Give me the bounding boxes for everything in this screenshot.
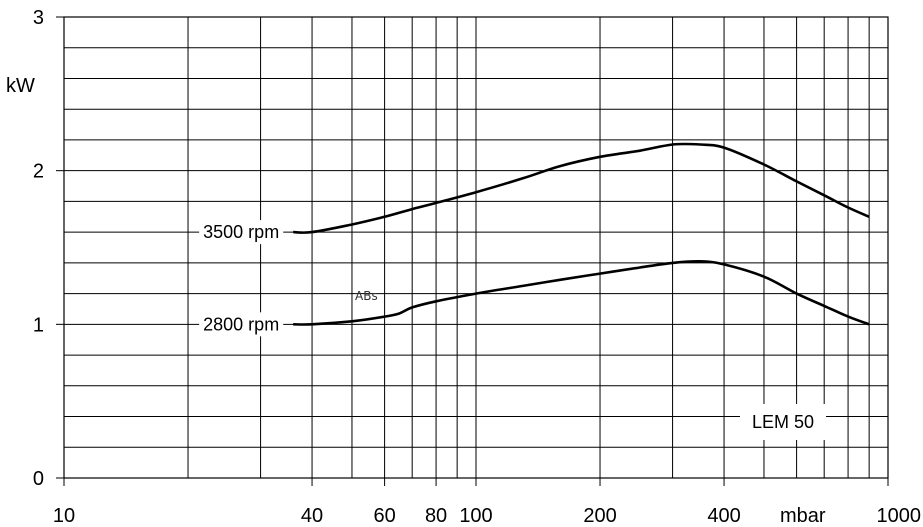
x-tick-label: 80 [425, 505, 447, 527]
x-tick-label: 60 [373, 505, 395, 527]
small-annotation: ABs [355, 289, 378, 303]
series-line [293, 259, 870, 326]
series-label-3500rpm: 3500 rpm [203, 222, 279, 242]
x-tick-label: 10 [53, 505, 75, 527]
y-tick-label: 0 [33, 468, 44, 490]
series-label-2800rpm: 2800 rpm [203, 314, 279, 334]
x-tick-label: 400 [707, 505, 740, 527]
x-tick-label: 200 [583, 505, 616, 527]
label-background [199, 220, 284, 245]
series-line [293, 142, 870, 234]
label-background [199, 312, 284, 337]
y-tick-label: 1 [33, 314, 44, 336]
model-label: LEM 50 [752, 412, 814, 432]
x-tick-label: 1000 [877, 505, 922, 527]
y-tick-label: 2 [33, 161, 44, 183]
y-axis-unit: kW [6, 75, 35, 97]
curves [293, 142, 870, 326]
x-axis-unit: mbar [780, 505, 826, 527]
plot-frame [63, 16, 889, 479]
y-tick-label: 3 [33, 7, 44, 29]
x-tick-label: 40 [301, 505, 323, 527]
model-label-background [739, 404, 827, 440]
labels: 0 1 2 3 kW 10 40 60 80 100 200 400 1000 mbar 3500 rpm 2… [6, 7, 921, 527]
x-tick-label: 100 [459, 505, 492, 527]
grid-lines [56, 16, 889, 486]
